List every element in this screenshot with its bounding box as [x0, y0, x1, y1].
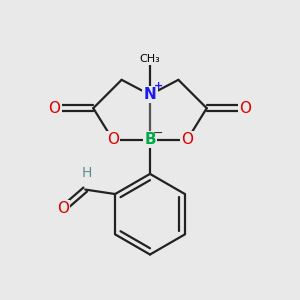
Text: H: H	[82, 166, 92, 180]
Text: O: O	[57, 202, 69, 217]
Text: −: −	[153, 127, 163, 140]
Text: O: O	[181, 132, 193, 147]
Text: O: O	[48, 101, 60, 116]
Text: +: +	[154, 81, 163, 92]
Text: O: O	[107, 132, 119, 147]
Text: CH₃: CH₃	[140, 54, 160, 64]
Text: N: N	[144, 87, 156, 102]
Text: O: O	[240, 101, 252, 116]
Text: B: B	[144, 132, 156, 147]
